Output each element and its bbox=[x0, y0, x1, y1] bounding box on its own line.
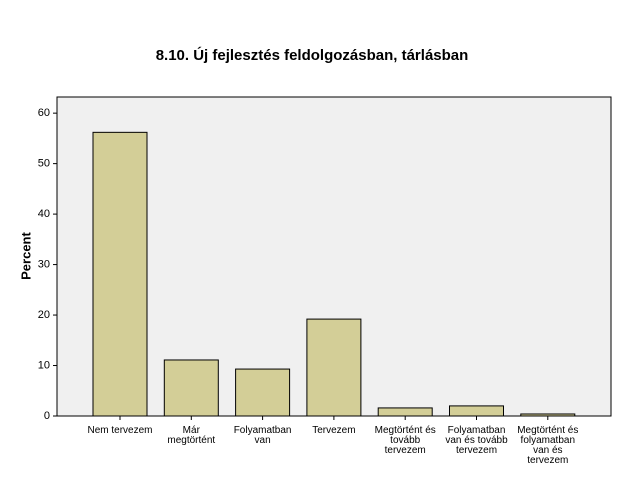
x-tick-label: Tervezem bbox=[312, 425, 356, 436]
bar bbox=[306, 318, 362, 417]
chart-title: 8.10. Új fejlesztés feldolgozásban, tárl… bbox=[156, 46, 469, 64]
bar bbox=[92, 131, 148, 417]
y-tick-label: 50 bbox=[38, 158, 50, 170]
x-tick-label: Folyamatban van bbox=[233, 425, 292, 446]
y-axis-label: Percent bbox=[18, 231, 33, 279]
y-tick-label: 60 bbox=[38, 107, 50, 119]
x-tick-label: Megtörtént és tovább tervezem bbox=[374, 425, 436, 456]
y-tick-label: 10 bbox=[38, 359, 50, 371]
bar bbox=[449, 405, 504, 417]
bar bbox=[377, 407, 433, 417]
x-tick-label: Már megtörtént bbox=[167, 425, 216, 446]
x-tick-label: Nem tervezem bbox=[87, 425, 153, 436]
y-tick-label: 40 bbox=[38, 208, 50, 220]
y-tick-label: 20 bbox=[38, 309, 50, 321]
x-tick-label: Megtörtént és folyamatban van és terveze… bbox=[517, 425, 579, 466]
y-tick-label: 30 bbox=[38, 258, 50, 270]
x-tick-label: Folyamatban van és tovább tervezem bbox=[445, 425, 508, 456]
y-tick-label: 0 bbox=[44, 410, 50, 422]
bar bbox=[235, 368, 291, 417]
bar bbox=[520, 413, 576, 417]
bar bbox=[163, 359, 219, 417]
